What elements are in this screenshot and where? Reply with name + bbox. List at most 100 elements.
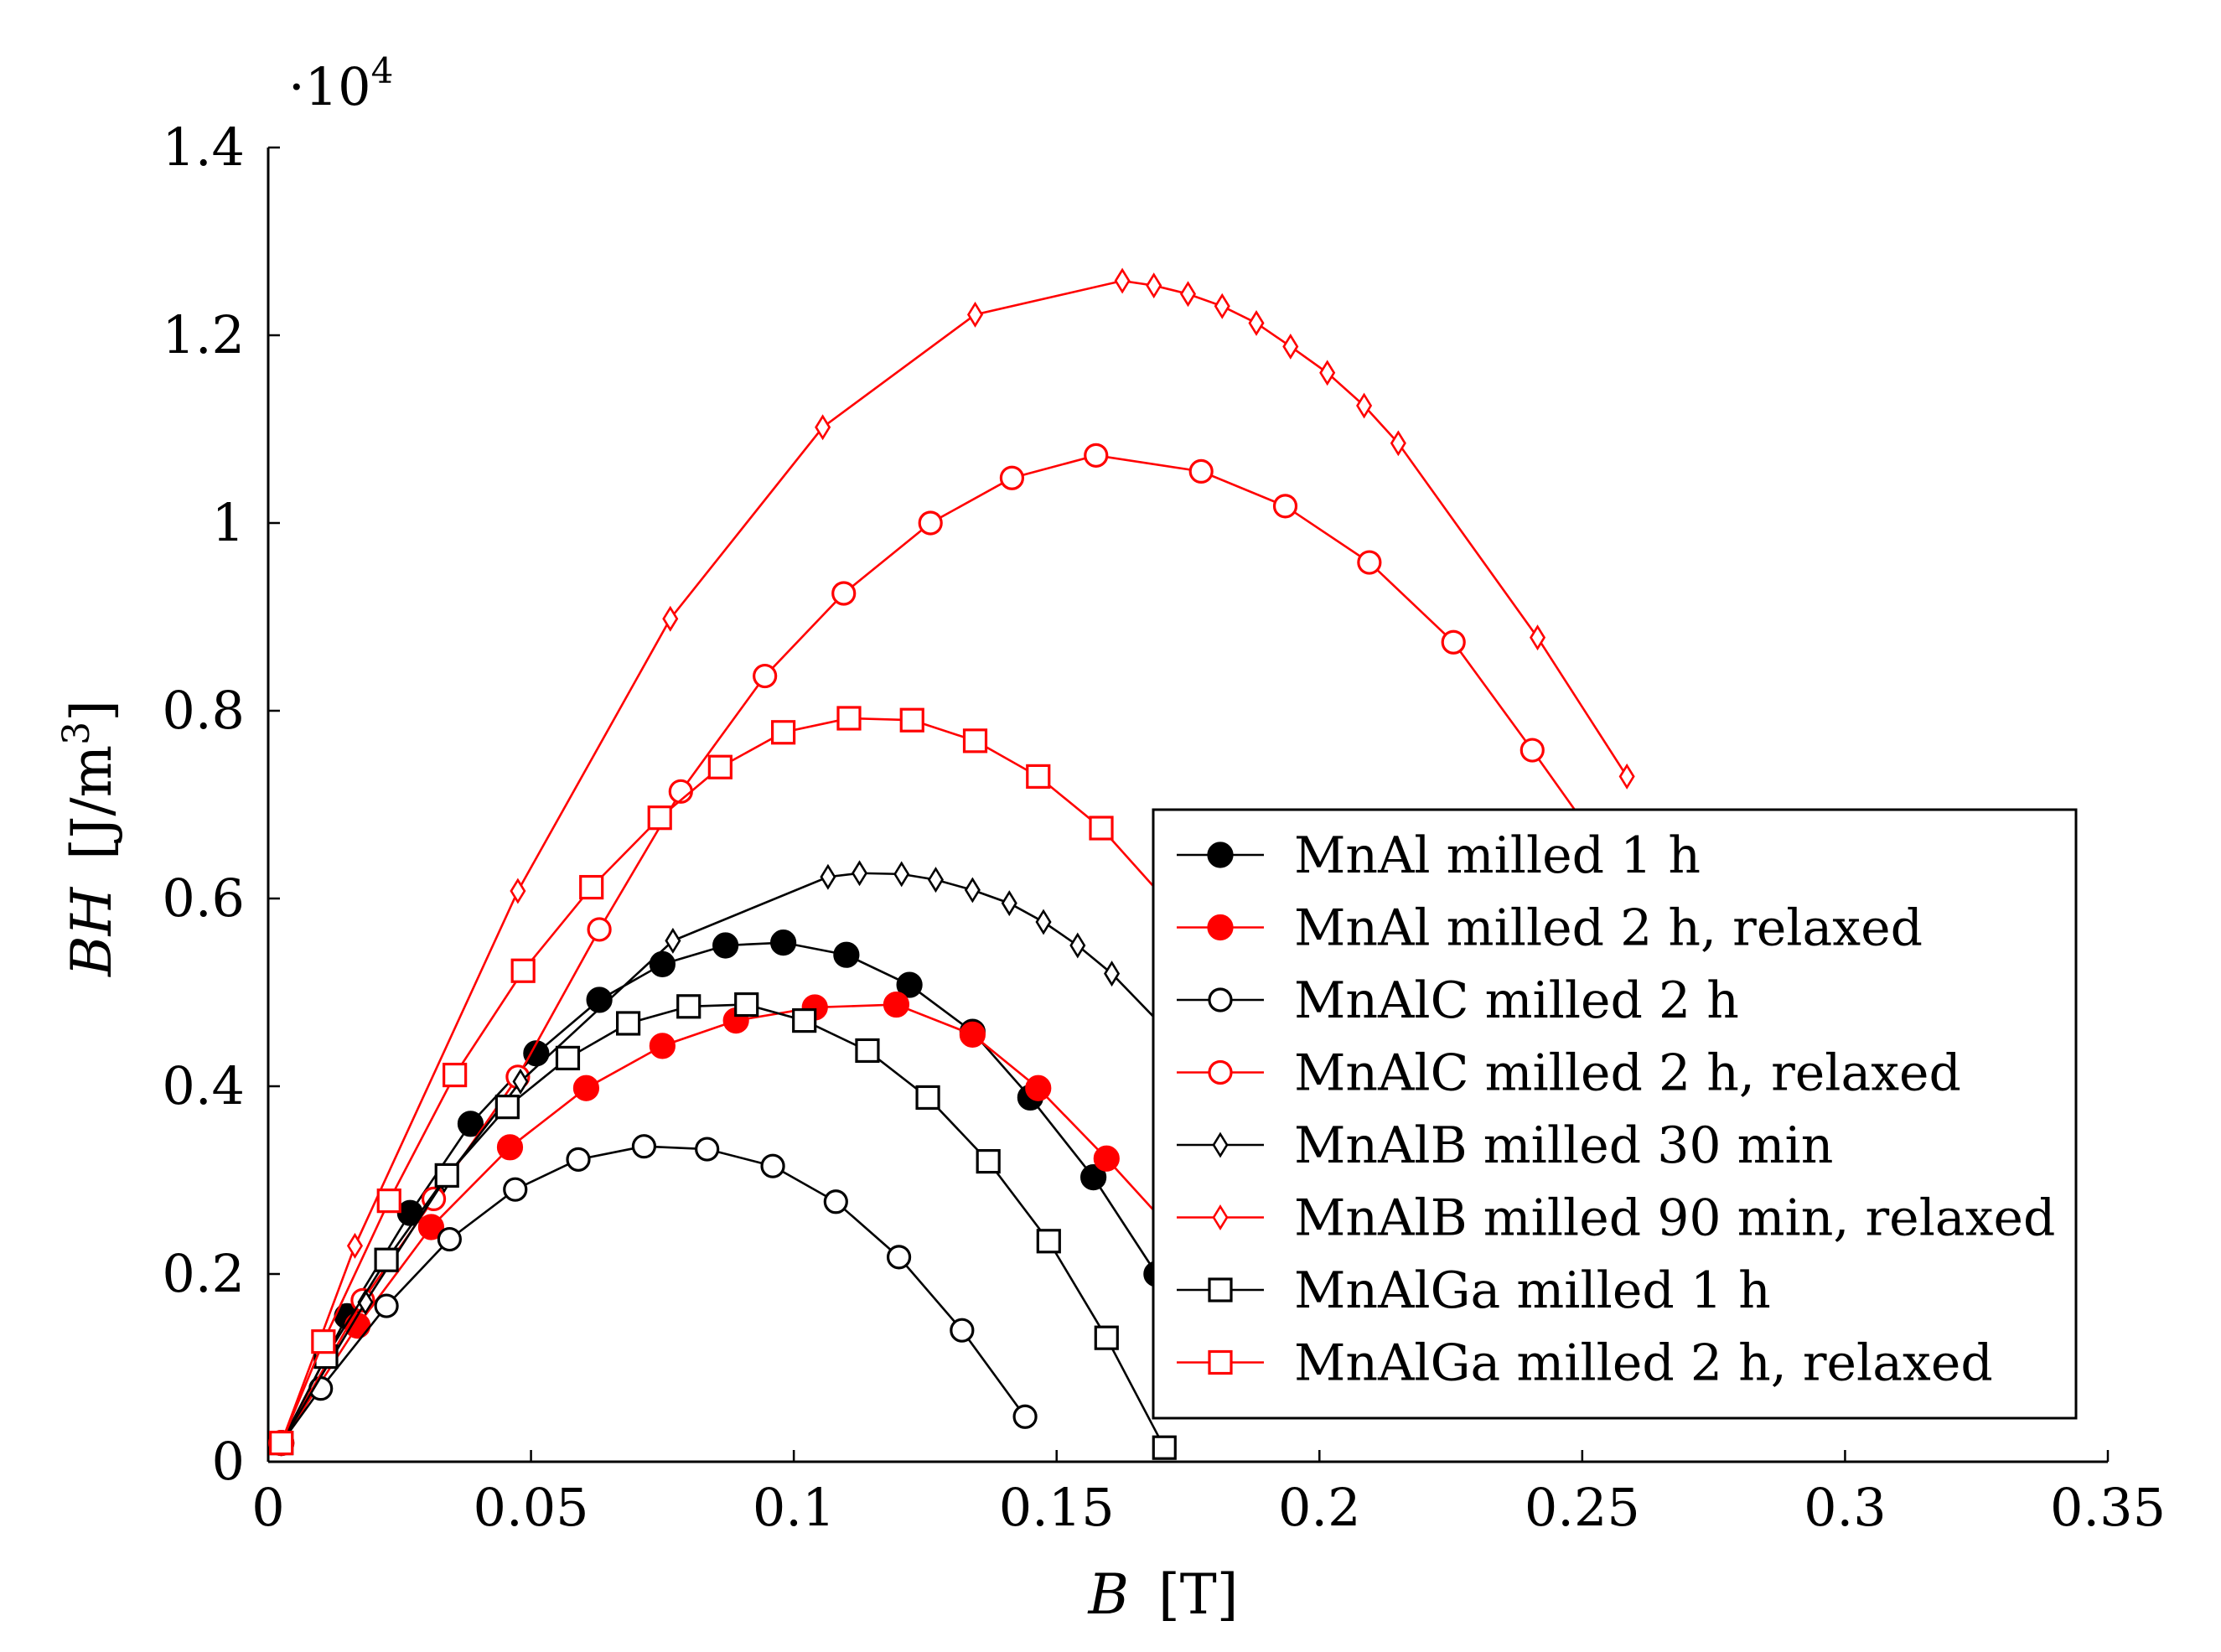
data-point [1618, 763, 1635, 790]
data-point [510, 958, 536, 983]
data-point [1207, 914, 1234, 941]
legend-label: MnAlC milled 2 h [1294, 971, 1739, 1030]
data-point [760, 1153, 785, 1178]
data-point [512, 1068, 529, 1095]
x-tick-label: 0.25 [1525, 1477, 1640, 1538]
y-tick-label: 0.6 [162, 867, 245, 929]
data-point [999, 465, 1025, 490]
data-point [496, 1134, 524, 1161]
data-point [457, 1111, 484, 1137]
x-tick-label: 0.35 [2050, 1477, 2166, 1538]
data-point [494, 1095, 520, 1120]
data-point [1248, 309, 1265, 336]
data-point [831, 581, 857, 606]
data-point [1282, 333, 1299, 360]
x-axis-unit: [T] [1158, 1562, 1239, 1627]
x-axis-title: B [T] [1087, 1562, 1238, 1627]
series-line [280, 941, 1157, 1444]
legend-entry-6: MnAlB milled 90 min, relaxed [1177, 1189, 2055, 1248]
series-line [280, 872, 1163, 1444]
data-point [964, 877, 981, 904]
data-point [1152, 1435, 1177, 1460]
legend-entry-4: MnAlC milled 2 h, relaxed [1177, 1044, 1961, 1103]
data-point [852, 860, 868, 887]
series-7 [269, 992, 1177, 1460]
data-point [510, 878, 526, 904]
data-point [631, 1134, 657, 1159]
legend-box [1152, 808, 2078, 1420]
legend-entry-7: MnAlGa milled 1 h [1177, 1261, 1771, 1320]
series-1 [268, 930, 1170, 1457]
data-point [1208, 1059, 1233, 1085]
y-axis-variable: BH [60, 886, 124, 977]
data-point [1069, 932, 1086, 959]
data-point [615, 1011, 641, 1036]
data-point [1208, 1277, 1233, 1302]
data-point [665, 927, 681, 954]
data-point [1208, 1349, 1233, 1375]
data-point [962, 728, 988, 753]
data-point [1179, 281, 1197, 308]
data-point [1025, 1075, 1052, 1101]
data-point [586, 987, 613, 1013]
data-point [1026, 764, 1051, 790]
data-point [927, 867, 944, 893]
series-line [280, 1003, 1166, 1448]
legend-label: MnAlGa milled 1 h [1294, 1261, 1771, 1320]
legend-label: MnAlB milled 90 min, relaxed [1294, 1189, 2055, 1248]
data-point [311, 1329, 336, 1354]
data-point [918, 510, 943, 536]
data-point [855, 1038, 880, 1064]
data-point [966, 301, 984, 328]
data-point [823, 1189, 848, 1214]
legend-label: MnAl milled 1 h [1294, 826, 1701, 885]
data-point [1390, 430, 1406, 457]
y-axis-title: BH [J/m3] [55, 700, 124, 977]
data-point [1001, 890, 1017, 917]
data-point [815, 414, 831, 441]
legend-label: MnAl milled 2 h, relaxed [1294, 899, 1923, 958]
data-point [1212, 1204, 1229, 1230]
legend-label: MnAlB milled 30 min [1294, 1116, 1833, 1175]
x-tick-label: 0.2 [1278, 1477, 1361, 1538]
data-point [417, 1214, 445, 1240]
data-point [1012, 1404, 1038, 1429]
data-point [1519, 738, 1545, 763]
data-point [572, 1075, 600, 1101]
data-point [1089, 816, 1114, 841]
data-point [770, 720, 796, 745]
legend: MnAl milled 1 h MnAl milled 2 h, relaxed M… [1152, 808, 2078, 1420]
data-point [950, 1318, 975, 1343]
data-point [647, 805, 672, 831]
legend-entry-3: MnAlC milled 2 h [1177, 971, 1739, 1030]
data-point [1093, 1145, 1120, 1172]
data-point [566, 1147, 591, 1172]
data-point [886, 1245, 912, 1270]
data-point [437, 1226, 462, 1252]
data-point [695, 1137, 720, 1162]
data-point [1080, 1164, 1107, 1191]
legend-entry-1: MnAl milled 1 h [1177, 826, 1701, 885]
data-point [915, 1085, 940, 1111]
data-point [893, 861, 910, 888]
data-point [1146, 272, 1162, 299]
legend-entry-8: MnAlGa milled 2 h, relaxed [1177, 1334, 1993, 1393]
legend-entry-5: MnAlB milled 30 min [1177, 1116, 1833, 1175]
axes: 0 0.05 0.1 0.15 0.2 0.25 0.3 0.35 0 0.2 0.4 0.6 0.8 1… [162, 117, 2166, 1538]
data-point [374, 1247, 399, 1272]
data-point [649, 950, 676, 978]
series-3 [269, 1134, 1038, 1456]
y-axis-multiplier: ·104 [288, 50, 393, 117]
data-point [712, 932, 739, 959]
data-point [1319, 360, 1336, 386]
y-tick-label: 0.2 [162, 1243, 245, 1304]
data-point [579, 874, 604, 900]
data-point [833, 941, 860, 968]
x-axis-variable: B [1087, 1562, 1129, 1627]
data-point [959, 1021, 986, 1049]
data-point [707, 754, 733, 779]
data-point [676, 994, 702, 1019]
y-tick-label: 1.4 [162, 117, 245, 178]
data-point [1272, 494, 1298, 519]
